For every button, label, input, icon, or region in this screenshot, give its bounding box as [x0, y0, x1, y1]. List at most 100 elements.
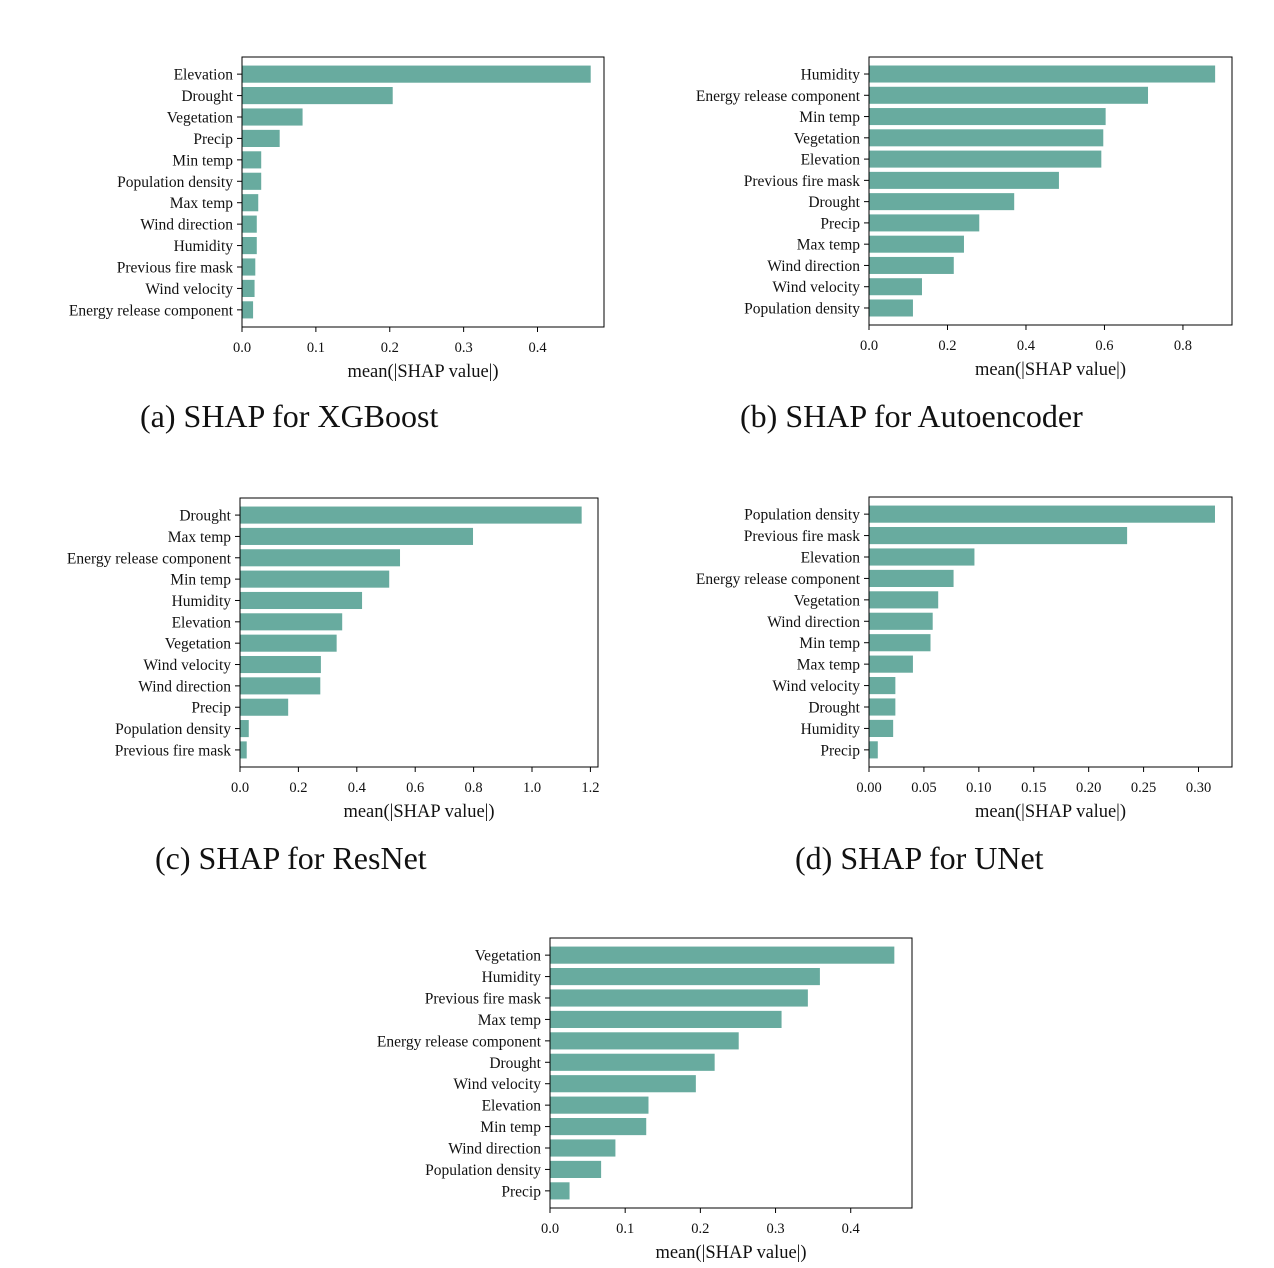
bar-humidity [869, 719, 894, 737]
bar-drought [240, 506, 582, 524]
bar-precip [240, 698, 289, 716]
x-tick-label: 1.0 [523, 780, 541, 796]
y-tick-label: Vegetation [794, 130, 861, 147]
bar-humidity [550, 968, 820, 986]
y-tick-label: Population density [744, 300, 860, 317]
y-tick-label: Vegetation [475, 948, 542, 965]
bar-humidity [242, 237, 257, 255]
bar-elevation [240, 613, 343, 631]
bar-precip [550, 1182, 570, 1200]
bar-vegetation [550, 946, 895, 964]
bar-previous-fire-mask [869, 527, 1128, 545]
y-tick-label: Precip [193, 131, 233, 148]
x-tick-label: 0.2 [691, 1221, 709, 1237]
y-tick-label: Precip [820, 215, 860, 232]
bar-wind-velocity [550, 1075, 696, 1093]
bar-wind-velocity [869, 278, 922, 296]
y-tick-label: Previous fire mask [744, 528, 860, 545]
y-tick-label: Drought [179, 508, 231, 525]
bar-wind-velocity [242, 279, 255, 297]
y-tick-label: Wind velocity [772, 678, 860, 695]
bar-population-density [550, 1160, 602, 1178]
x-tick-label: 1.2 [581, 780, 599, 796]
plot-frame [241, 56, 605, 328]
y-tick-label: Drought [808, 194, 860, 211]
x-tick-label: 0.4 [842, 1221, 861, 1237]
x-tick-label: 0.15 [1021, 780, 1046, 796]
x-axis-label: mean(|SHAP value|) [343, 802, 494, 822]
y-tick-label: Wind direction [448, 1141, 541, 1158]
y-tick-label: Drought [489, 1055, 541, 1072]
y-tick-label: Humidity [801, 67, 861, 84]
x-tick-label: 0.8 [465, 780, 483, 796]
bar-drought [869, 698, 896, 716]
plot-frame [868, 56, 1233, 326]
x-tick-label: 0.3 [766, 1221, 784, 1237]
x-tick-label: 0.30 [1186, 780, 1211, 796]
bar-elevation [242, 65, 591, 83]
y-tick-label: Population density [115, 721, 231, 738]
y-tick-label: Wind velocity [143, 657, 231, 674]
y-tick-label: Drought [808, 700, 860, 717]
bar-previous-fire-mask [240, 741, 247, 759]
bar-wind-direction [869, 256, 954, 274]
bar-population-density [869, 505, 1215, 523]
bar-max-temp [240, 527, 474, 545]
bar-drought [869, 193, 1015, 211]
y-tick-label: Vegetation [167, 110, 234, 127]
caption-resnet: (c) SHAP for ResNet [155, 840, 427, 876]
y-tick-label: Min temp [799, 109, 860, 126]
bar-energy-release-component [550, 1032, 739, 1050]
bar-min-temp [240, 570, 390, 588]
bar-vegetation [240, 634, 337, 652]
y-tick-label: Precip [191, 700, 231, 717]
y-tick-label: Wind direction [138, 678, 231, 695]
x-tick-label: 0.6 [406, 780, 424, 796]
chart-unet: Population density Previous fire mask Elev… [696, 496, 1233, 822]
y-tick-label: Previous fire mask [425, 991, 541, 1008]
y-tick-label: Min temp [172, 152, 233, 169]
y-tick-label: Elevation [482, 1098, 542, 1115]
y-tick-label: Energy release component [377, 1033, 542, 1050]
bar-previous-fire-mask [550, 989, 808, 1007]
y-tick-label: Max temp [168, 529, 232, 546]
x-tick-label: 0.1 [307, 340, 325, 356]
bar-previous-fire-mask [869, 171, 1059, 189]
x-axis-label: mean(|SHAP value|) [347, 362, 498, 382]
bar-vegetation [242, 108, 303, 126]
bar-min-temp [242, 151, 262, 169]
x-tick-label: 0.0 [860, 338, 878, 354]
bar-max-temp [550, 1010, 782, 1028]
x-tick-label: 0.3 [455, 340, 473, 356]
y-tick-label: Energy release component [696, 571, 861, 588]
x-tick-label: 0.2 [938, 338, 956, 354]
bar-energy-release-component [869, 86, 1149, 104]
bar-min-temp [869, 108, 1106, 126]
chart-autoencoder: Humidity Energy release component Min temp… [696, 56, 1233, 380]
bar-humidity [240, 591, 363, 610]
bar-drought [550, 1053, 715, 1071]
y-tick-label: Max temp [797, 237, 861, 254]
y-tick-label: Wind velocity [453, 1076, 541, 1093]
y-tick-label: Min temp [480, 1119, 541, 1136]
y-tick-label: Humidity [482, 969, 542, 986]
bar-previous-fire-mask [242, 258, 256, 276]
y-tick-label: Precip [820, 742, 860, 759]
bar-humidity [869, 65, 1216, 83]
bar-wind-velocity [869, 677, 896, 695]
x-tick-label: 0.4 [348, 780, 367, 796]
y-tick-label: Wind direction [767, 614, 860, 631]
y-tick-label: Min temp [799, 635, 860, 652]
y-tick-label: Population density [744, 507, 860, 524]
bar-elevation [869, 150, 1102, 168]
y-tick-label: Precip [501, 1183, 541, 1200]
y-tick-label: Wind direction [140, 217, 233, 234]
y-tick-label: Humidity [172, 593, 232, 610]
x-tick-label: 0.10 [966, 780, 991, 796]
bar-precip [869, 741, 878, 759]
x-tick-label: 0.0 [231, 780, 249, 796]
y-tick-label: Elevation [174, 67, 234, 84]
y-tick-label: Humidity [174, 238, 234, 255]
bar-population-density [240, 720, 249, 738]
x-tick-label: 0.4 [528, 340, 547, 356]
